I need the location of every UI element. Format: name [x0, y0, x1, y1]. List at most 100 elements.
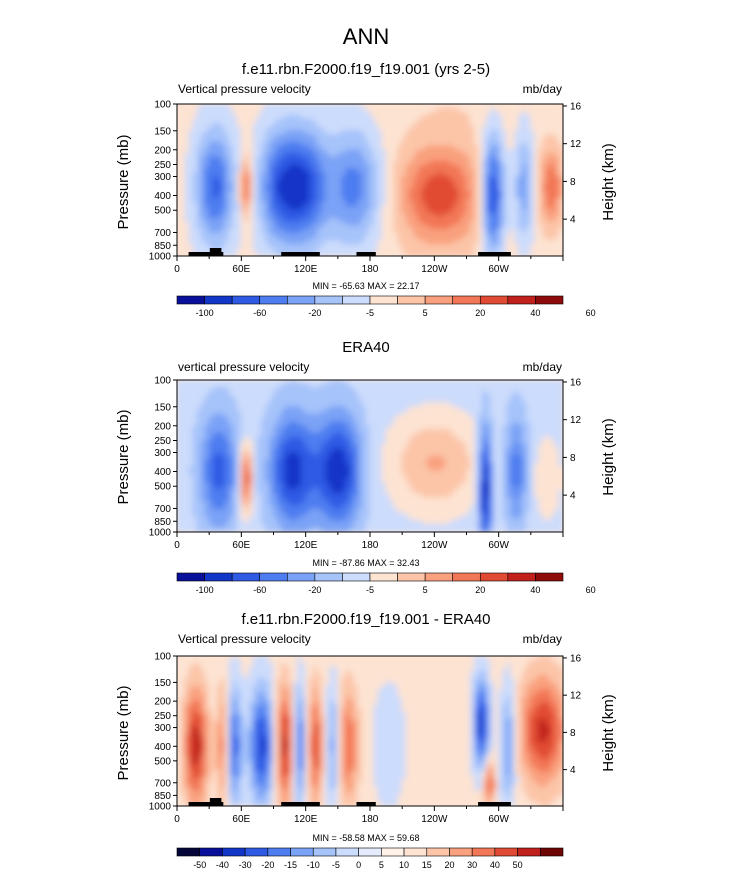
y-tick-label: 100 [154, 652, 171, 663]
colorbar-label: -60 [253, 308, 266, 318]
y-tick-label: 200 [154, 145, 171, 156]
colorbar-label: 30 [467, 860, 477, 870]
x-tick-label: 60W [488, 540, 509, 551]
colorbar-swatch [259, 572, 288, 582]
y-tick-label: 700 [154, 504, 171, 515]
colorbar-swatch [314, 295, 343, 305]
x-tick-label: 120E [294, 814, 318, 825]
panel-2-x-ticks: 0 60E 120E 180 120W 60W [174, 532, 564, 551]
y-tick-label: 500 [154, 206, 171, 217]
colorbar-swatch [231, 295, 261, 305]
y-tick-label: 850 [154, 517, 171, 528]
x-tick-label: 60E [232, 540, 250, 551]
colorbar-label: -40 [216, 860, 229, 870]
colorbar-label: 10 [399, 860, 409, 870]
y-right-tick-label: 12 [570, 691, 582, 702]
colorbar-label: 40 [530, 585, 540, 595]
colorbar-swatch [535, 572, 564, 582]
y-tick-label: 700 [154, 778, 171, 789]
colorbar-swatch [517, 847, 541, 857]
panel-2-colorbar: -100 -60 -20 -5 5 20 40 60 [176, 572, 596, 595]
colorbar-label: 50 [513, 860, 523, 870]
y-tick-label: 400 [154, 742, 171, 753]
colorbar-swatch [539, 847, 564, 857]
y-tick-label: 150 [154, 678, 171, 689]
panel-1-ylabel-right: Height (km) [600, 143, 617, 221]
colorbar-swatch [342, 295, 371, 305]
x-tick-label: 120W [421, 814, 448, 825]
colorbar-swatch [471, 847, 496, 857]
colorbar-label: 20 [475, 308, 485, 318]
colorbar-label: 5 [423, 585, 428, 595]
panel-3-ylabel-right: Height (km) [600, 694, 617, 772]
colorbar-swatch [286, 295, 316, 305]
panel-3-colorbar: -50 -40 -30 -20 -15 -10 -5 0 5 10 15 20 30 40 50 [176, 847, 564, 870]
panel-1-stats: MIN = -65.63 MAX = 22.17 [312, 281, 419, 291]
y-tick-label: 400 [154, 191, 171, 202]
panel-3: f.e11.rbn.F2000.f19_f19.001 - ERA40 Vert… [115, 611, 617, 870]
colorbar-swatch [479, 572, 509, 582]
colorbar-swatch [452, 295, 481, 305]
colorbar-swatch [424, 295, 454, 305]
colorbar-swatch [199, 847, 223, 857]
colorbar-label: -20 [261, 860, 274, 870]
colorbar-swatch [204, 295, 233, 305]
y-tick-label: 100 [154, 100, 171, 111]
x-tick-label: 60E [232, 264, 250, 275]
colorbar-swatch [369, 572, 398, 582]
x-tick-label: 120W [421, 540, 448, 551]
colorbar-swatch [244, 847, 269, 857]
colorbar-label: 5 [379, 860, 384, 870]
x-tick-label: 0 [174, 540, 180, 551]
panel-1-ylabel: Pressure (mb) [115, 134, 132, 229]
x-tick-label: 60W [488, 814, 509, 825]
panel-1-left-label: Vertical pressure velocity [178, 82, 311, 96]
y-tick-label: 1000 [149, 528, 172, 539]
x-tick-label: 60E [232, 814, 250, 825]
y-tick-label: 300 [154, 448, 171, 459]
panel-2-right-label: mb/day [523, 360, 562, 374]
colorbar-swatch [176, 847, 201, 857]
y-right-tick-label: 8 [570, 728, 576, 739]
y-tick-label: 150 [154, 126, 171, 137]
y-tick-label: 100 [154, 376, 171, 387]
colorbar-label: 15 [422, 860, 432, 870]
colorbar-label: -20 [308, 585, 321, 595]
panel-3-x-ticks: 0 60E 120E 180 120W 60W [174, 806, 564, 825]
y-right-tick-label: 4 [570, 765, 576, 776]
panel-2-left-label: vertical pressure velocity [178, 360, 309, 374]
x-tick-label: 120E [294, 264, 318, 275]
colorbar-swatch [369, 295, 398, 305]
y-tick-label: 700 [154, 228, 171, 239]
panel-2-y-right-ticks: 16 12 8 4 [563, 377, 582, 502]
y-tick-label: 200 [154, 697, 171, 708]
colorbar-swatch [286, 572, 316, 582]
colorbar-swatch [403, 847, 428, 857]
colorbar-label: -20 [308, 308, 321, 318]
panel-2-ylabel: Pressure (mb) [115, 409, 132, 504]
colorbar-swatch [397, 572, 426, 582]
panel-2-plot-area [176, 379, 564, 533]
panel-3-title: f.e11.rbn.F2000.f19_f19.001 - ERA40 [241, 611, 490, 628]
contour-field [177, 380, 563, 532]
colorbar-label: -60 [253, 585, 266, 595]
y-right-tick-label: 4 [570, 491, 576, 502]
y-right-tick-label: 8 [570, 177, 576, 188]
x-tick-label: 180 [362, 540, 379, 551]
y-right-tick-label: 16 [570, 377, 582, 388]
colorbar-swatch [259, 295, 288, 305]
y-tick-label: 200 [154, 421, 171, 432]
panel-1-y-right-ticks: 16 12 8 4 [563, 101, 582, 226]
colorbar-label: -15 [284, 860, 297, 870]
colorbar-label: 20 [475, 585, 485, 595]
x-tick-label: 120E [294, 540, 318, 551]
colorbar-swatch [335, 847, 359, 857]
y-right-tick-label: 16 [570, 653, 582, 664]
panel-3-right-label: mb/day [523, 632, 562, 646]
colorbar-swatch [426, 847, 450, 857]
colorbar-swatch [176, 295, 205, 305]
